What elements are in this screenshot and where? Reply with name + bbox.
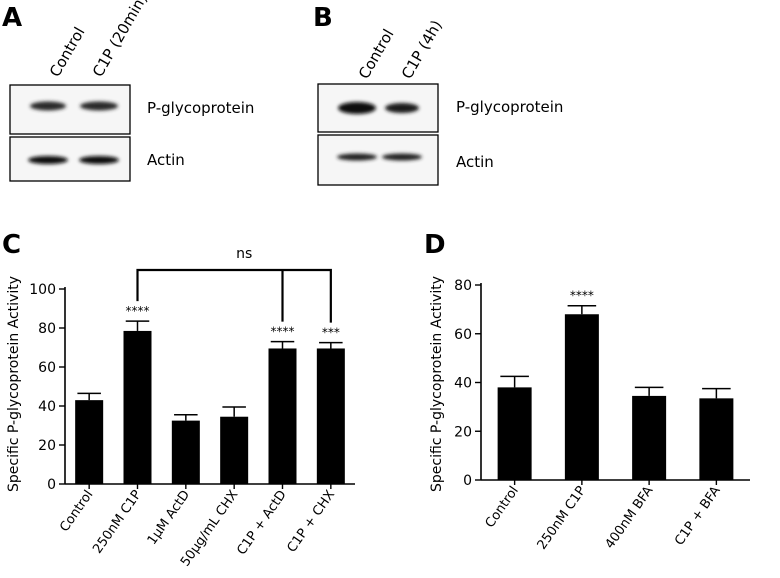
chart-d-y-axis-label: Specific P-glycoprotein Activity [429,276,445,492]
chart-d-bar [699,398,734,480]
chart-c-x-tick-label: 250nM C1P [90,488,145,557]
chart-d-x-tick-label: 250nM C1P [535,484,590,553]
blot-b-actin-band-c1p [382,153,422,161]
blot-a-actin-label: Actin [147,151,185,169]
panel-label-b: B [313,3,333,33]
blot-b-lane-c1p: C1P (4h) [398,17,446,82]
chart-d-bar [497,387,532,480]
blot-b-actin-membrane [317,134,439,186]
chart-c-x-tick-label: 1μM ActD [145,488,193,548]
blot-b-pgp-membrane [317,83,439,133]
blot-b-pgp-band-control [338,102,376,114]
blot-a-actin-band-c1p [79,156,119,164]
chart-d-y-tick-label: 80 [454,278,472,294]
blot-b-pgp-label: P-glycoprotein [456,98,563,116]
chart-c-x-tick-label: Control [57,488,96,535]
chart-c-significance-label: **** [271,325,295,339]
bar-chart-d: Specific P-glycoprotein Activity 0 20 40 60… [429,276,750,553]
panel-label-a: A [2,3,22,33]
blot-b-lane-control: Control [355,26,398,82]
chart-c-bar [75,400,104,484]
blot-b-pgp-band-c1p [385,103,419,113]
blot-a-lane-c1p: C1P (20min) [89,0,151,80]
blot-a-lane-control: Control [46,24,89,80]
blot-a-pgp-membrane [9,84,131,135]
chart-c-y-tick-label: 80 [38,321,56,337]
chart-d-bar [564,314,599,480]
chart-c-significance-label: *** [322,326,340,340]
chart-c-bar [171,420,200,484]
chart-c-y-tick-label: 20 [38,438,56,454]
chart-c-ns-label: ns [236,246,252,262]
chart-d-y-tick-label: 40 [454,376,472,392]
chart-c-bar [316,348,345,484]
chart-c-bar [123,330,152,484]
western-blot-b: Control C1P (4h) P-glycoprotein Actin [317,17,563,186]
chart-d-y-tick-label: 20 [454,424,472,440]
chart-c-y-tick-label: 60 [38,360,56,376]
bar-chart-c: Specific P-glycoprotein Activity 0 20 40 60… [6,246,355,569]
chart-c-y-tick-label: 100 [29,282,56,298]
chart-c-significance-label: **** [126,304,150,318]
panel-label-d: D [424,230,446,260]
chart-c-x-tick-label: C1P + ActD [234,488,289,558]
chart-c-y-tick-label: 0 [47,477,56,493]
blot-a-pgp-band-c1p [80,101,118,111]
chart-c-x-tick-label: C1P + CHX [284,488,338,556]
chart-c-y-tick-label: 40 [38,399,56,415]
blot-b-actin-band-control [337,153,377,161]
chart-d-bar [632,395,667,480]
blot-b-actin-label: Actin [456,153,494,171]
panel-label-c: C [2,230,21,260]
chart-c-bar [268,348,297,484]
chart-c-bar [220,416,249,484]
chart-d-x-tick-label: Control [483,484,522,531]
chart-d-x-tick-label: C1P + BFA [672,484,724,549]
chart-d-significance-label: **** [570,289,594,303]
western-blot-a: Control C1P (20min) P-glycoprotein Actin [9,0,254,182]
blot-a-pgp-label: P-glycoprotein [147,99,254,117]
chart-d-y-tick-label: 60 [454,327,472,343]
chart-c-y-axis-label: Specific P-glycoprotein Activity [6,276,22,492]
chart-c-comparison-bracket [136,268,332,323]
chart-d-x-tick-label: 400nM BFA [603,484,657,552]
blot-a-pgp-band-control [30,101,66,111]
chart-d-y-tick-label: 0 [463,473,472,489]
blot-a-actin-band-control [28,156,68,164]
